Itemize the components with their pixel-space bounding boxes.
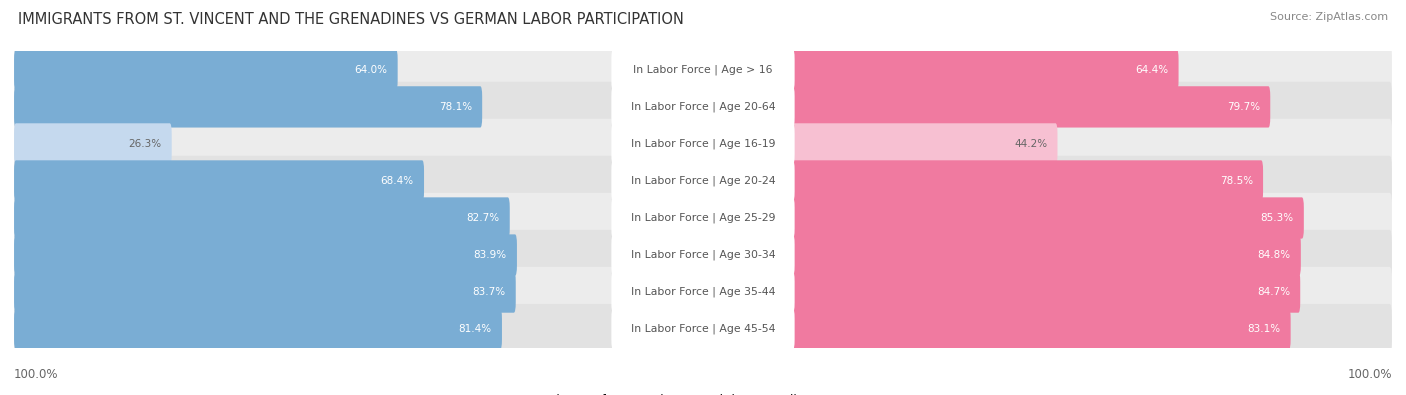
FancyBboxPatch shape — [14, 308, 502, 350]
Text: 100.0%: 100.0% — [1347, 368, 1392, 381]
Text: 100.0%: 100.0% — [14, 368, 59, 381]
FancyBboxPatch shape — [14, 267, 1392, 317]
FancyBboxPatch shape — [14, 304, 1392, 354]
FancyBboxPatch shape — [14, 45, 1392, 95]
Text: Source: ZipAtlas.com: Source: ZipAtlas.com — [1270, 12, 1388, 22]
FancyBboxPatch shape — [612, 197, 794, 239]
FancyBboxPatch shape — [14, 160, 425, 201]
FancyBboxPatch shape — [793, 49, 1178, 90]
Text: In Labor Force | Age 35-44: In Labor Force | Age 35-44 — [631, 287, 775, 297]
Text: In Labor Force | Age 25-29: In Labor Force | Age 25-29 — [631, 213, 775, 223]
FancyBboxPatch shape — [14, 86, 482, 128]
Text: In Labor Force | Age > 16: In Labor Force | Age > 16 — [633, 65, 773, 75]
Legend: Immigrants from St. Vincent and the Grenadines, German: Immigrants from St. Vincent and the Gren… — [506, 394, 900, 395]
Text: 78.5%: 78.5% — [1219, 176, 1253, 186]
Text: 68.4%: 68.4% — [381, 176, 413, 186]
FancyBboxPatch shape — [612, 271, 794, 314]
FancyBboxPatch shape — [14, 198, 510, 239]
FancyBboxPatch shape — [793, 198, 1303, 239]
FancyBboxPatch shape — [14, 230, 1392, 280]
Text: 82.7%: 82.7% — [467, 213, 499, 223]
FancyBboxPatch shape — [14, 156, 1392, 206]
FancyBboxPatch shape — [612, 308, 794, 350]
FancyBboxPatch shape — [612, 233, 794, 276]
Text: 83.9%: 83.9% — [474, 250, 506, 260]
Text: 83.1%: 83.1% — [1247, 324, 1281, 334]
Text: 64.0%: 64.0% — [354, 65, 387, 75]
FancyBboxPatch shape — [793, 160, 1263, 201]
Text: In Labor Force | Age 30-34: In Labor Force | Age 30-34 — [631, 250, 775, 260]
FancyBboxPatch shape — [793, 123, 1057, 165]
Text: 64.4%: 64.4% — [1135, 65, 1168, 75]
FancyBboxPatch shape — [612, 49, 794, 91]
Text: In Labor Force | Age 20-64: In Labor Force | Age 20-64 — [631, 102, 775, 112]
Text: 84.7%: 84.7% — [1257, 287, 1289, 297]
Text: 78.1%: 78.1% — [439, 102, 472, 112]
FancyBboxPatch shape — [14, 193, 1392, 243]
FancyBboxPatch shape — [14, 49, 398, 90]
Text: 26.3%: 26.3% — [128, 139, 162, 149]
FancyBboxPatch shape — [793, 308, 1291, 350]
Text: 83.7%: 83.7% — [472, 287, 505, 297]
FancyBboxPatch shape — [612, 85, 794, 128]
Text: IMMIGRANTS FROM ST. VINCENT AND THE GRENADINES VS GERMAN LABOR PARTICIPATION: IMMIGRANTS FROM ST. VINCENT AND THE GREN… — [18, 12, 685, 27]
FancyBboxPatch shape — [612, 160, 794, 202]
FancyBboxPatch shape — [612, 122, 794, 166]
FancyBboxPatch shape — [14, 82, 1392, 132]
FancyBboxPatch shape — [14, 123, 172, 165]
Text: 84.8%: 84.8% — [1257, 250, 1291, 260]
Text: 81.4%: 81.4% — [458, 324, 492, 334]
FancyBboxPatch shape — [14, 234, 517, 276]
Text: In Labor Force | Age 45-54: In Labor Force | Age 45-54 — [631, 324, 775, 334]
Text: 44.2%: 44.2% — [1014, 139, 1047, 149]
Text: 85.3%: 85.3% — [1260, 213, 1294, 223]
FancyBboxPatch shape — [793, 271, 1301, 313]
FancyBboxPatch shape — [14, 119, 1392, 169]
Text: In Labor Force | Age 20-24: In Labor Force | Age 20-24 — [631, 176, 775, 186]
FancyBboxPatch shape — [14, 271, 516, 313]
FancyBboxPatch shape — [793, 86, 1270, 128]
Text: 79.7%: 79.7% — [1227, 102, 1260, 112]
FancyBboxPatch shape — [793, 234, 1301, 276]
Text: In Labor Force | Age 16-19: In Labor Force | Age 16-19 — [631, 139, 775, 149]
